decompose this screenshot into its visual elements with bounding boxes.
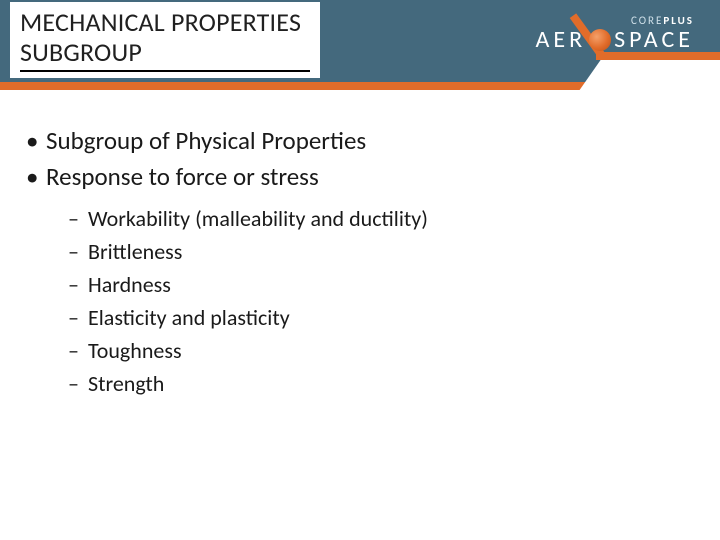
logo-space-text: SPACE — [614, 25, 694, 54]
bullet-text: Strength — [88, 370, 164, 397]
bullet-lvl2: Workability (malleability and ductility) — [20, 202, 680, 235]
slide: MECHANICAL PROPERTIES SUBGROUP COREPLUS … — [0, 0, 720, 540]
title-line-2: SUBGROUP — [20, 36, 142, 68]
bullet-lvl1: Subgroup of Physical Properties — [20, 124, 680, 158]
bullet-text: Workability (malleability and ductility) — [88, 205, 428, 232]
bullet-lvl2: Toughness — [20, 334, 680, 367]
brand-logo: COREPLUS AER SPACE — [535, 14, 694, 54]
bullet-text: Subgroup of Physical Properties — [46, 125, 366, 156]
header-notch — [602, 58, 720, 98]
bullet-lvl1: Response to force or stress — [20, 160, 680, 194]
bullet-text: Hardness — [88, 271, 171, 298]
logo-aer-text: AER — [535, 25, 586, 54]
bullet-text: Response to force or stress — [46, 161, 319, 192]
slide-body: Subgroup of Physical Properties Response… — [20, 124, 680, 400]
title-line-1: MECHANICAL PROPERTIES — [20, 6, 301, 38]
logo-main-line: AER SPACE — [535, 25, 694, 54]
slide-title: MECHANICAL PROPERTIES SUBGROUP — [20, 8, 310, 68]
bullet-lvl2: Brittleness — [20, 235, 680, 268]
bullet-lvl2: Elasticity and plasticity — [20, 301, 680, 334]
title-box: MECHANICAL PROPERTIES SUBGROUP — [10, 2, 320, 78]
bullet-lvl2: Strength — [20, 367, 680, 400]
globe-icon — [589, 29, 611, 51]
bullet-text: Toughness — [88, 337, 182, 364]
bullet-text: Brittleness — [88, 238, 182, 265]
bullet-lvl2: Hardness — [20, 268, 680, 301]
sub-bullet-group: Workability (malleability and ductility)… — [20, 202, 680, 400]
title-underline — [20, 70, 310, 72]
bullet-text: Elasticity and plasticity — [88, 304, 290, 331]
